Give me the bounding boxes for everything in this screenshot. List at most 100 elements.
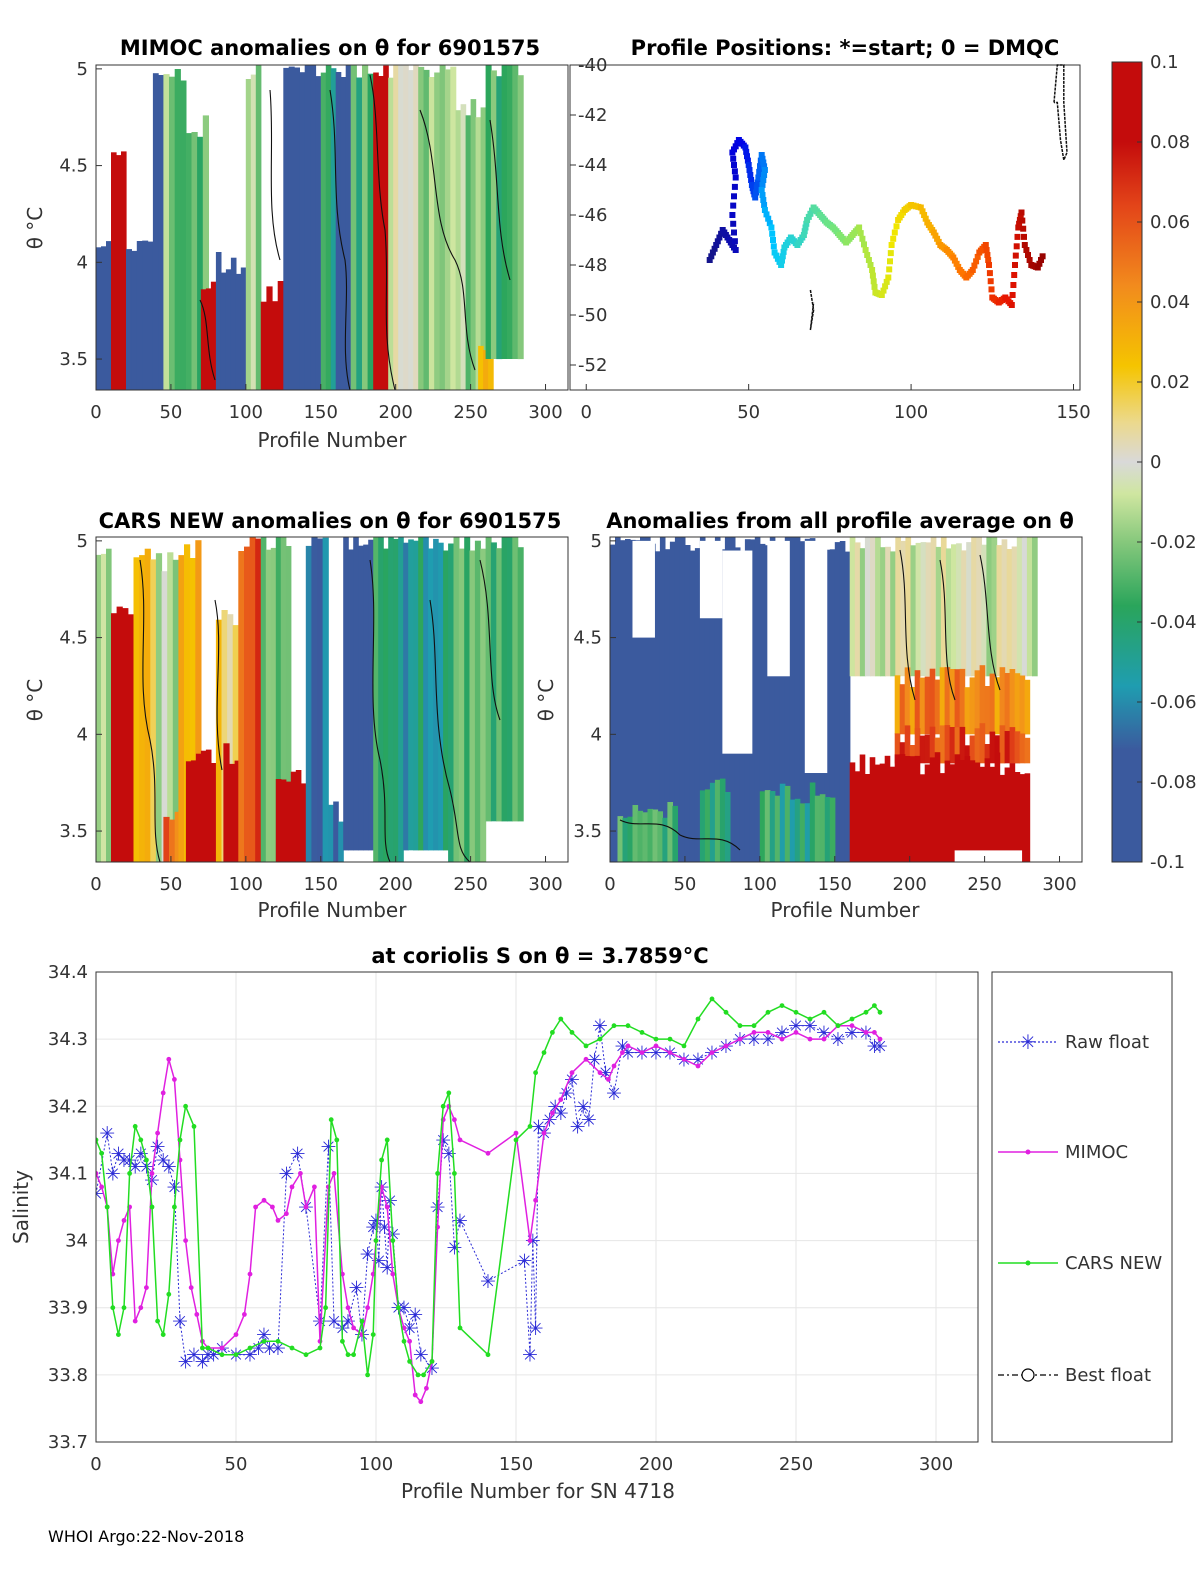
x-tick-label: 100 (229, 874, 263, 895)
heatmap-cell (1019, 675, 1026, 735)
raw-float-point: ✳ (88, 1184, 104, 1206)
cars-xlabel: Profile Number (258, 898, 408, 922)
y-tick-label: -52 (578, 355, 607, 376)
series-point-mimoc (793, 1030, 799, 1035)
heatmap-cell (191, 132, 198, 390)
raw-float-point: ✳ (774, 1022, 790, 1044)
profile-position-marker (731, 238, 738, 245)
star-icon: ✳ (1020, 1030, 1037, 1054)
heatmap-cell (979, 766, 986, 862)
heatmap-cell (989, 731, 996, 764)
heatmap-cell (205, 749, 212, 862)
series-line-raw-float (96, 1025, 880, 1370)
contour-line (199, 299, 216, 381)
heatmap-cell (996, 545, 1003, 677)
heatmap-cell (1016, 537, 1023, 677)
profile-position-marker (744, 157, 751, 164)
heatmap-cell (408, 70, 414, 390)
heatmap-cell (169, 819, 176, 862)
series-point-cars-new (373, 1238, 379, 1243)
heatmap-cell (900, 540, 907, 677)
raw-float-point: ✳ (368, 1210, 384, 1232)
heatmap-cell (285, 781, 292, 862)
heatmap-cell (423, 537, 429, 851)
heatmap-cell (971, 537, 977, 677)
profile-position-marker (1010, 282, 1017, 288)
y-tick-label: -50 (578, 305, 607, 326)
heatmap-cell (984, 744, 991, 764)
heatmap-cell (954, 727, 961, 764)
series-point-mimoc (606, 1077, 611, 1082)
x-tick-label: 200 (379, 874, 413, 895)
series-point-cars-new (421, 1372, 426, 1378)
colorbar-tick-label: 0.02 (1150, 372, 1190, 393)
heatmap-cell (994, 735, 1001, 764)
profile-position-marker (745, 162, 752, 168)
heatmap-cell (849, 762, 856, 862)
series-point-mimoc (138, 1305, 144, 1311)
heatmap-cell (367, 73, 374, 390)
series-point-mimoc (849, 1023, 855, 1029)
heatmap-cell (829, 797, 836, 862)
heatmap-cell (979, 665, 986, 735)
profile-position-marker (779, 253, 786, 260)
heatmap-cell (784, 785, 791, 862)
profile-position-marker (804, 217, 811, 223)
raw-float-point: ✳ (110, 1143, 126, 1165)
raw-float-point: ✳ (326, 1311, 342, 1333)
heatmap-cell (480, 548, 487, 862)
profile-position-marker (713, 242, 720, 248)
heatmap-cell (964, 756, 971, 862)
heatmap-cell (283, 67, 290, 390)
heatmap-cell (874, 764, 881, 862)
series-point-cars-new (177, 1137, 183, 1143)
positions-title: Profile Positions: *=start; 0 = DMQC (631, 36, 1060, 60)
profile-position-marker (761, 163, 768, 170)
heatmap-cell (147, 241, 154, 390)
heatmap-cell (620, 540, 626, 862)
heatmap-cell (353, 537, 359, 851)
heatmap-cell (929, 726, 936, 764)
heatmap-cell (1009, 727, 1016, 764)
series-point-cars-new (415, 1372, 421, 1378)
heatmap-cell (914, 755, 921, 862)
series-point-cars-new (219, 1352, 225, 1358)
series-point-mimoc (219, 1345, 225, 1351)
heatmap-cell (152, 73, 159, 390)
profile-position-marker (731, 162, 737, 168)
heatmap-cell (694, 548, 701, 862)
heatmap-cell (350, 65, 357, 390)
x-tick-label: 50 (225, 1454, 248, 1475)
x-tick-label: 100 (359, 1454, 393, 1475)
series-point-cars-new (611, 1023, 617, 1029)
raw-float-point: ✳ (570, 1116, 586, 1138)
heatmap-cell (794, 798, 801, 862)
heatmap-cell (627, 816, 634, 862)
series-point-cars-new (639, 1030, 645, 1035)
heatmap-cell (869, 757, 876, 862)
heatmap-cell (144, 548, 151, 862)
y-tick-label: -46 (578, 205, 607, 226)
heatmap-cell (106, 241, 112, 390)
series-point-cars-new (144, 1157, 149, 1163)
series-point-mimoc (384, 1204, 390, 1210)
heatmap-cell (343, 537, 349, 851)
profile-position-marker (748, 182, 755, 188)
series-point-mimoc (765, 1030, 771, 1035)
series-point-cars-new (597, 1036, 603, 1042)
raw-float-point: ✳ (528, 1318, 544, 1340)
heatmap-cell (215, 252, 222, 390)
heatmap-cell (1001, 539, 1008, 677)
profile-position-marker (709, 249, 716, 256)
heatmap-cell (934, 679, 941, 735)
profile-position-marker (731, 183, 738, 190)
heatmap-cell (185, 133, 193, 390)
profile-position-marker (730, 202, 737, 209)
heatmap-cell (969, 735, 976, 764)
series-point-cars-new (653, 1036, 659, 1042)
series-point-mimoc (625, 1043, 631, 1049)
profile-position-marker (886, 266, 893, 273)
raw-float-point: ✳ (413, 1345, 429, 1367)
profile-position-marker (760, 197, 767, 203)
profile-position-marker (1023, 247, 1030, 253)
